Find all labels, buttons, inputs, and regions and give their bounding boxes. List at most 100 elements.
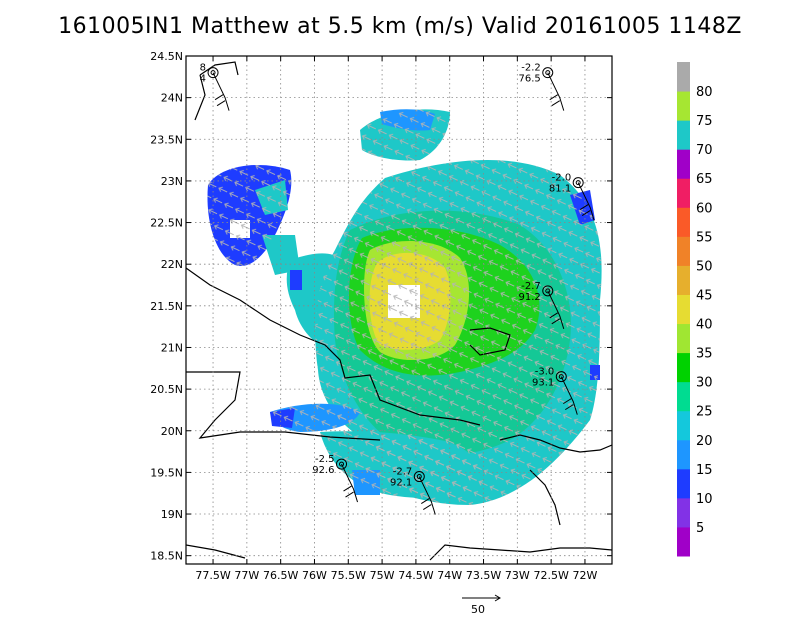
- station-marker: -2.791.2: [518, 281, 565, 329]
- colorbar-segment: [677, 323, 690, 354]
- lat-tick-label: 24N: [161, 92, 183, 105]
- map-title: 161005IN1 Matthew at 5.5 km (m/s) Valid …: [58, 14, 742, 39]
- station-top-value: -2.2: [521, 63, 541, 74]
- lat-tick-label: 20.5N: [150, 383, 183, 396]
- station-bottom-value: 91.2: [518, 292, 540, 303]
- station-dot: [558, 374, 564, 380]
- lat-tick-label: 21.5N: [150, 300, 183, 313]
- station-dot: [575, 180, 581, 186]
- lat-tick-label: 23N: [161, 175, 183, 188]
- wind-barb-flag: [549, 312, 559, 319]
- station-dot: [339, 461, 345, 467]
- lon-tick-label: 76.5W: [263, 569, 298, 582]
- lon-tick-label: 75W: [370, 569, 395, 582]
- wind-barb-flag: [343, 485, 352, 492]
- plot-frame: [185, 55, 613, 565]
- colorbar-segment: [677, 120, 690, 150]
- wind-barb-flag: [214, 94, 224, 101]
- coastlines: [186, 61, 612, 561]
- colorbar-segment: [677, 207, 690, 237]
- station-marker: -3.093.1: [532, 367, 578, 415]
- gridlines: [186, 56, 612, 564]
- station-dot: [545, 288, 551, 294]
- lon-tick-label: 76W: [302, 569, 327, 582]
- colorbar-label: 65: [696, 172, 713, 187]
- lon-tick-label: 73.5W: [466, 569, 501, 582]
- station-top-value: -2.7: [393, 467, 413, 478]
- axis-ticks: 24.5N 24N 23.5N 23N 22.5N 22N 21.5N 21N 20.5N 20N…: [150, 50, 612, 582]
- colorbar-segment: [677, 149, 690, 179]
- station-ring: [413, 471, 425, 483]
- wind-barb: [547, 290, 565, 329]
- colorbar-segment: [677, 265, 690, 295]
- colorbar-label: 10: [696, 492, 713, 507]
- colorbar-segment: [677, 497, 690, 528]
- station-ring: [336, 458, 348, 470]
- station-ring: [555, 371, 567, 383]
- colorbar-segment: [677, 410, 690, 441]
- station-dot: [545, 70, 551, 76]
- colorbar: 5 10 15 20 25 30 35 40 45 50 55 60 65 70 75 80: [677, 62, 713, 557]
- lon-tick-label: 73W: [505, 569, 530, 582]
- colorbar-segment: [677, 236, 690, 266]
- colorbar-label: 75: [696, 114, 713, 129]
- lon-tick-label: 77W: [234, 569, 259, 582]
- colorbar-segment: [677, 294, 690, 325]
- colorbar-label: 80: [696, 85, 713, 100]
- wind-barb-flag: [423, 504, 432, 510]
- colorbar-label: 40: [696, 318, 713, 333]
- wind-barb: [418, 476, 436, 515]
- station-bottom-value: 4: [200, 74, 206, 85]
- wind-barb-flag: [565, 404, 574, 411]
- lat-tick-label: 19.5N: [150, 466, 183, 479]
- lon-tick-label: 77.5W: [195, 569, 230, 582]
- lon-tick-label: 72.5W: [533, 569, 568, 582]
- station-top-value: -3.0: [535, 367, 555, 378]
- colorbar-segment: [677, 526, 690, 557]
- wind-barb-flag: [579, 204, 589, 211]
- colorbar-segment: [677, 62, 690, 92]
- station-dot: [416, 474, 422, 480]
- lat-tick-label: 22.5N: [150, 217, 183, 230]
- colorbar-segment: [677, 352, 690, 383]
- colorbar-label: 15: [696, 463, 713, 478]
- colorbar-segment: [677, 439, 690, 470]
- station-bottom-value: 81.1: [549, 184, 571, 195]
- wind-barb-flag: [421, 498, 430, 504]
- colorbar-label: 25: [696, 405, 713, 420]
- wind-barb: [212, 72, 230, 111]
- wind-barb: [560, 376, 578, 415]
- station-ring: [542, 67, 554, 79]
- station-top-value: 8: [200, 63, 206, 74]
- station-marker: 84: [200, 63, 230, 111]
- wind-barb-flag: [345, 491, 354, 498]
- reference-vector: 50: [462, 594, 501, 616]
- station-ring: [207, 67, 219, 79]
- lat-tick-label: 19N: [161, 508, 183, 521]
- wind-barb-flag: [216, 100, 226, 107]
- colorbar-segment: [677, 178, 690, 208]
- wind-barb-flag: [549, 94, 559, 101]
- stations-layer: 84-2.276.5-2.081.1-2.791.2-3.093.1-2.592…: [200, 63, 595, 515]
- wind-barb: [341, 463, 359, 503]
- station-marker: -2.276.5: [518, 63, 565, 111]
- colorbar-label: 50: [696, 259, 713, 274]
- lat-tick-label: 22N: [161, 258, 183, 271]
- wind-barb-flag: [563, 398, 572, 405]
- station-bottom-value: 92.6: [312, 465, 334, 476]
- lat-tick-label: 20N: [161, 425, 183, 438]
- colorbar-label: 20: [696, 434, 713, 449]
- station-marker: -2.792.1: [390, 467, 436, 515]
- lat-tick-label: 24.5N: [150, 50, 183, 63]
- station-ring: [542, 285, 554, 297]
- colorbar-label: 30: [696, 376, 713, 391]
- station-marker: -2.592.6: [312, 454, 359, 503]
- wind-barb: [577, 182, 595, 221]
- lon-tick-label: 74W: [437, 569, 462, 582]
- lon-tick-label: 75.5W: [331, 569, 366, 582]
- station-marker: -2.081.1: [549, 173, 595, 221]
- lat-tick-label: 23.5N: [150, 133, 183, 146]
- station-bottom-value: 93.1: [532, 378, 554, 389]
- colorbar-label: 60: [696, 201, 713, 216]
